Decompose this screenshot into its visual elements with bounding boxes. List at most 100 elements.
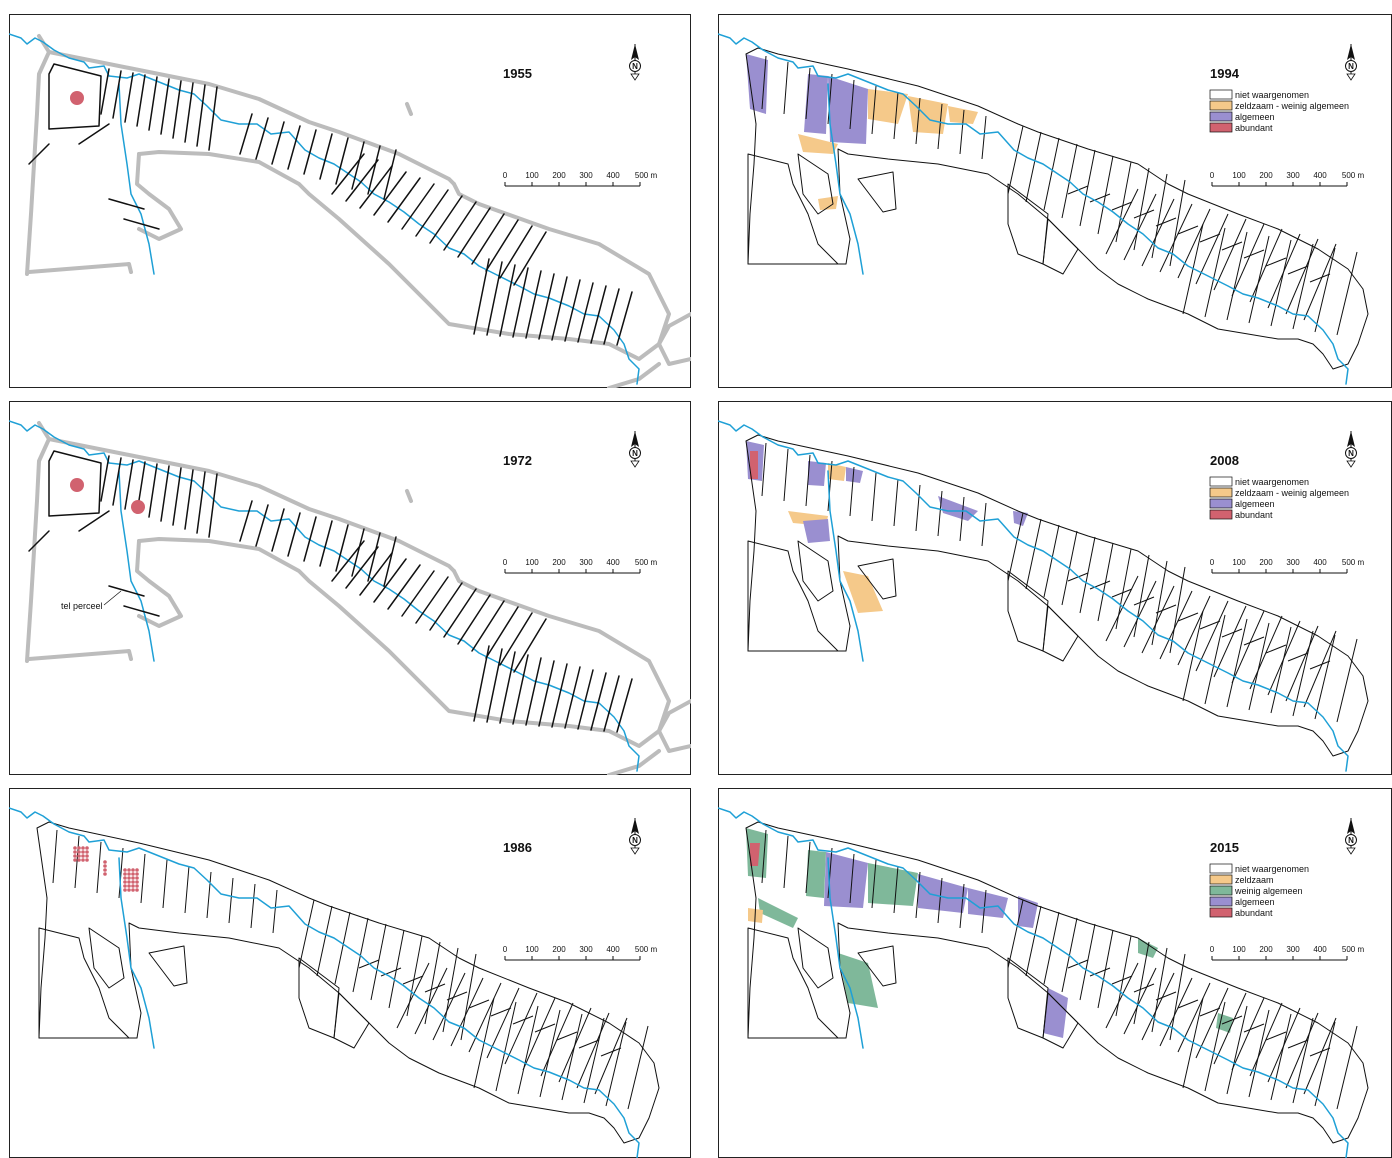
parcel: [857, 945, 897, 987]
parcel-boundary: [1287, 265, 1309, 275]
legend-swatch: [1209, 907, 1233, 918]
scale-tick-label: 300: [579, 171, 593, 180]
scale-tick-label: 0: [1210, 558, 1215, 567]
parcel: [857, 171, 897, 213]
parcel: [1007, 957, 1049, 1039]
population-dot: [73, 854, 77, 858]
ditch: [525, 657, 542, 726]
parcel-boundary: [1079, 536, 1096, 614]
parcel-boundary: [460, 953, 477, 1041]
scale-tick-label: 300: [579, 945, 593, 954]
parcel-boundary: [446, 991, 468, 1001]
ditch: [100, 455, 110, 502]
parcel-boundary: [805, 841, 811, 894]
river: [118, 857, 155, 1049]
scale-tick-label: 300: [1286, 171, 1300, 180]
population-dot: [85, 854, 89, 858]
parcel-boundary: [1097, 155, 1114, 235]
parcel-boundary: [1105, 188, 1139, 255]
legend-item: abundant: [1209, 509, 1273, 520]
ditch: [208, 86, 218, 151]
parcel-boundary: [380, 967, 402, 977]
legend-swatch: [1209, 487, 1233, 498]
river: [718, 420, 1349, 772]
parcel-boundary: [1043, 137, 1060, 211]
ditch: [499, 651, 516, 724]
parcel-boundary: [1159, 977, 1193, 1047]
ditch: [486, 648, 503, 723]
ditch: [108, 198, 145, 210]
legend-swatch: [1209, 89, 1233, 100]
parcel-boundary: [959, 109, 965, 155]
parcel-boundary: [388, 929, 405, 1009]
population-marker: [70, 91, 84, 105]
observation-patch: [1013, 511, 1028, 526]
legend-label: zeldzaam: [1235, 875, 1274, 885]
population-dot: [73, 850, 77, 854]
population-dot: [85, 846, 89, 850]
parcel-boundary: [761, 829, 767, 884]
legend-label: zeldzaam - weinig algemeen: [1235, 488, 1349, 498]
ditch: [603, 288, 620, 345]
legend-item: algemeen: [1209, 498, 1275, 509]
legend-label: niet waargenomen: [1235, 477, 1309, 487]
observation-patch: [806, 850, 826, 898]
parcel-boundary: [805, 67, 811, 120]
north-arrow-icon: N: [1345, 44, 1357, 81]
parcel-boundary: [1199, 620, 1221, 630]
parcel-boundary: [1025, 518, 1042, 590]
parcel-boundary: [1248, 235, 1270, 324]
map-2008-year-title: 2008: [1210, 453, 1239, 468]
parcel-boundary: [1314, 247, 1336, 333]
parcel: [1042, 605, 1079, 662]
ditch: [172, 80, 182, 139]
legend-label: algemeen: [1235, 897, 1275, 907]
parcel-boundary: [1243, 636, 1265, 646]
legend-swatch: [1209, 100, 1233, 111]
road: [135, 152, 183, 241]
legend-label: zeldzaam - weinig algemeen: [1235, 101, 1349, 111]
ditch: [351, 528, 365, 577]
parcel-boundary: [1133, 209, 1155, 219]
ditch: [485, 606, 519, 659]
parcel-boundary: [1303, 243, 1337, 321]
scale-tick-label: 200: [1259, 558, 1273, 567]
parcel-boundary: [1177, 225, 1199, 235]
parcel-boundary: [504, 992, 538, 1065]
ditch: [287, 512, 301, 557]
population-dot: [123, 868, 127, 872]
population-dot: [85, 850, 89, 854]
map-2015-year-title: 2015: [1210, 840, 1239, 855]
population-dot: [123, 880, 127, 884]
population-dot: [123, 876, 127, 880]
ditch: [345, 546, 379, 589]
map-1955-svg: 1955 N 0 100 200 300 400 500 m: [9, 14, 691, 388]
map-1972-svg: tel perceel 1972 N 0 100 200 300 400 500 m: [9, 401, 691, 775]
parcel-boundary: [1199, 1007, 1221, 1017]
parcel-boundary: [1159, 203, 1193, 273]
road: [657, 342, 691, 366]
ditch: [124, 459, 134, 510]
ditch: [271, 508, 285, 552]
river: [827, 857, 864, 1049]
scale-tick-label: 300: [1286, 945, 1300, 954]
parcel-boundary: [140, 853, 146, 904]
parcel-boundary: [871, 472, 877, 522]
legend-swatch: [1209, 122, 1233, 133]
parcel-boundary: [1303, 630, 1337, 708]
scale-tick-label: 0: [503, 171, 508, 180]
scale-bar: 0 100 200 300 400 500 m: [503, 945, 657, 961]
population-dot: [135, 876, 139, 880]
legend-label: abundant: [1235, 510, 1273, 520]
parcel-boundary: [849, 466, 855, 517]
ditch: [485, 219, 519, 272]
observation-patch: [804, 74, 828, 134]
field-boundary: [48, 450, 102, 517]
scale-tick-label: 300: [579, 558, 593, 567]
parcel-boundary: [915, 871, 921, 919]
river: [9, 33, 640, 385]
ditch: [148, 76, 158, 131]
